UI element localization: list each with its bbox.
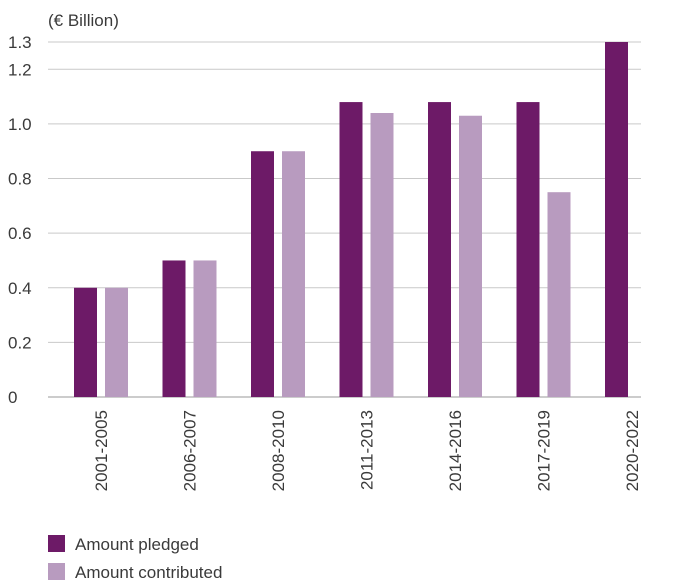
x-tick-label: 2008-2010 [269,410,288,491]
bar-pledged-2006-2007 [162,260,186,397]
bar-contributed-2011-2013 [370,113,394,397]
y-tick-label: 0.2 [8,333,32,352]
bar-pledged-2020-2022 [605,42,628,397]
y-tick-label: 0 [8,388,17,407]
x-tick-label: 2020-2022 [623,410,642,491]
legend: Amount pledged Amount contributed [48,535,222,582]
bar-contributed-2017-2019 [547,192,571,397]
bar-pledged-2008-2010 [251,151,274,397]
bars [74,42,628,398]
y-tick-label: 1.2 [8,60,32,79]
bar-contributed-2008-2010 [282,151,305,397]
legend-label-pledged: Amount pledged [75,535,199,554]
y-tick-label: 0.8 [8,170,32,189]
x-tick-label: 2014-2016 [446,410,465,491]
bar-contributed-2001-2005 [105,287,128,397]
x-tick-label: 2011-2013 [358,410,377,490]
y-axis-tick-labels: 0 0.2 0.4 0.6 0.8 1.0 1.2 1.3 [8,33,32,407]
x-tick-label: 2017-2019 [535,410,554,491]
bar-pledged-2014-2016 [428,102,451,398]
bar-pledged-2017-2019 [516,102,540,398]
legend-label-contributed: Amount contributed [75,563,222,582]
bar-pledged-2011-2013 [339,102,363,398]
x-tick-label: 2001-2005 [92,410,111,491]
bar-contributed-2006-2007 [193,260,217,397]
legend-swatch-contributed [48,563,65,580]
y-axis-unit-label: (€ Billion) [48,11,119,30]
y-tick-label: 1.0 [8,115,32,134]
y-tick-label: 0.4 [8,279,32,298]
bar-contributed-2014-2016 [459,115,482,397]
y-tick-label: 0.6 [8,224,32,243]
y-tick-label: 1.3 [8,33,32,52]
legend-swatch-pledged [48,535,65,552]
x-tick-label: 2006-2007 [181,410,200,491]
x-axis-tick-labels: 2001-2005 2006-2007 2008-2010 2011-2013 2014… [92,410,642,491]
bar-pledged-2001-2005 [74,287,97,397]
